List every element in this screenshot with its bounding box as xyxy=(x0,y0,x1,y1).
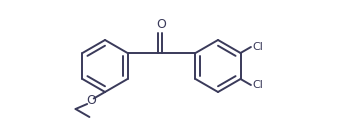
Text: O: O xyxy=(86,94,96,106)
Text: O: O xyxy=(156,18,166,32)
Text: Cl: Cl xyxy=(252,42,263,52)
Text: Cl: Cl xyxy=(252,80,263,90)
